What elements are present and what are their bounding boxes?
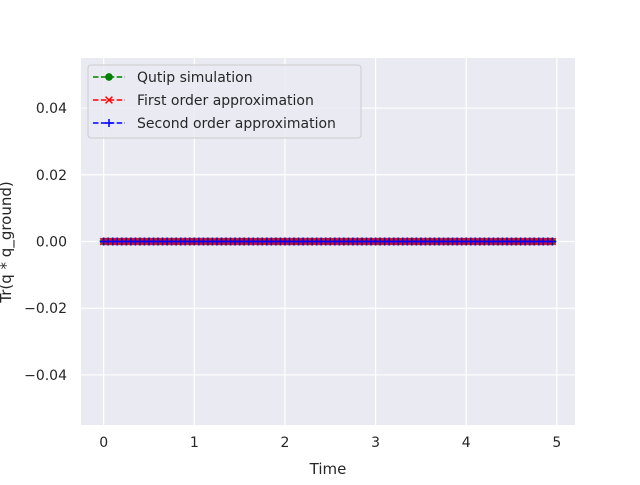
legend-marker [105, 96, 113, 104]
legend-entry-1: Qutip simulation [93, 70, 253, 86]
x-tick-label: 2 [280, 435, 289, 451]
legend-label: Qutip simulation [137, 70, 253, 86]
series-layer [99, 237, 557, 246]
data-point [548, 237, 557, 246]
tick-labels: 0 1 2 3 4 5 −0.04 −0.02 0.00 0.02 0.04 [24, 101, 561, 451]
legend-label: First order approximation [137, 93, 314, 109]
x-tick-label: 3 [371, 435, 380, 451]
y-tick-label: −0.04 [24, 368, 67, 384]
legend-marker [105, 119, 113, 127]
series-3 [99, 237, 557, 246]
y-tick-label: 0.04 [36, 101, 67, 117]
legend-entry-2: First order approximation [93, 93, 314, 109]
x-tick-label: 5 [552, 435, 561, 451]
legend: Qutip simulation First order approximatio… [87, 64, 362, 139]
x-tick-label: 1 [190, 435, 199, 451]
y-tick-label: 0.00 [36, 235, 67, 251]
y-tick-label: 0.02 [36, 168, 67, 184]
legend-box [87, 64, 362, 139]
x-axis-label: Time [309, 460, 347, 478]
legend-label: Second order approximation [137, 116, 336, 132]
legend-entry-3: Second order approximation [93, 116, 336, 132]
y-tick-label: −0.02 [24, 301, 67, 317]
x-tick-label: 4 [462, 435, 471, 451]
x-tick-label: 0 [99, 435, 108, 451]
y-axis-label: Tr(q * q_ground) [0, 181, 16, 303]
legend-marker [105, 73, 113, 81]
